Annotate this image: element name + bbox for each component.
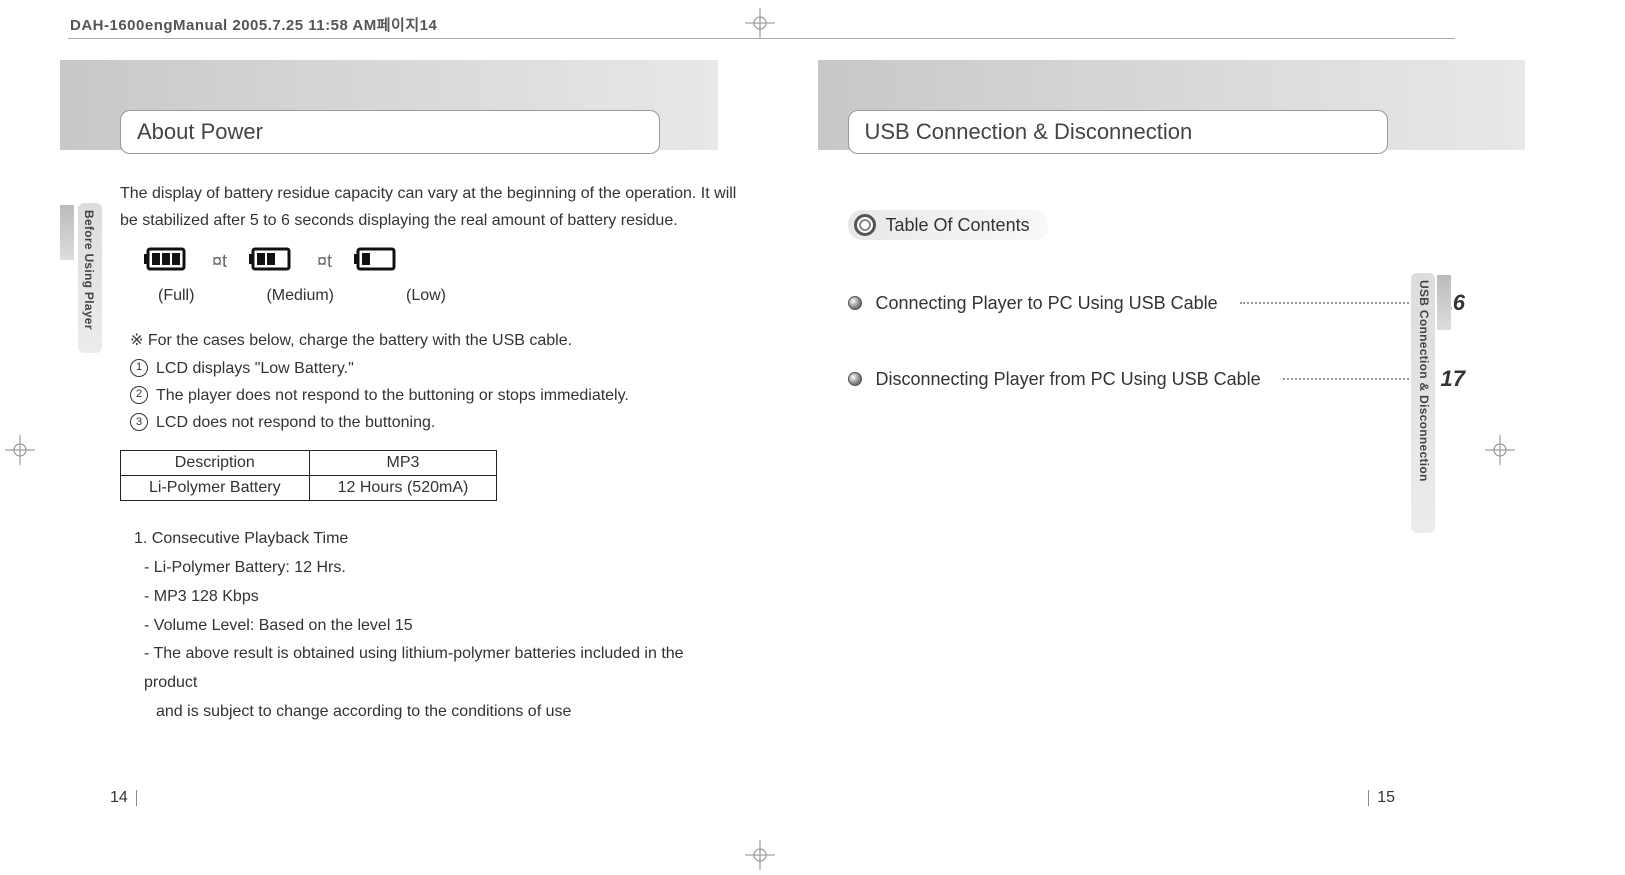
toc-item-1: Connecting Player to PC Using USB Cable … (848, 290, 1466, 316)
spec-r2: 12 Hours (520mA) (309, 476, 497, 501)
toc-heading: Table Of Contents (848, 210, 1048, 240)
battery-full-icon (144, 246, 190, 277)
toc-ring-icon (854, 214, 876, 236)
side-accent-left (60, 205, 74, 260)
spec-h2: MP3 (309, 451, 497, 476)
battery-icons-row: ¤t ¤t (144, 246, 738, 277)
toc-item-2: Disconnecting Player from PC Using USB C… (848, 366, 1466, 392)
page-spread: Before Using Player About Power The disp… (60, 60, 1525, 815)
circled-3-icon: 3 (130, 413, 148, 431)
playback-title: 1. Consecutive Playback Time (134, 525, 738, 554)
side-label-right: USB Connection & Disconnection (1417, 280, 1431, 482)
bullet-icon (848, 296, 862, 310)
toc-item-1-text: Connecting Player to PC Using USB Cable (876, 293, 1218, 314)
intro-line-1: The display of battery residue capacity … (120, 185, 736, 202)
label-medium: (Medium) (266, 287, 334, 305)
label-low: (Low) (406, 287, 446, 305)
intro-line-2: be stabilized after 5 to 6 seconds displ… (120, 212, 678, 229)
arrow-sep-2-icon: ¤t (317, 251, 332, 272)
playback-4: - The above result is obtained using lit… (144, 640, 738, 698)
section-title-right: USB Connection & Disconnection (848, 110, 1388, 154)
playback-4b: and is subject to change according to th… (156, 698, 738, 727)
playback-1: - Li-Polymer Battery: 12 Hrs. (144, 554, 738, 583)
side-accent-right (1437, 275, 1451, 330)
playback-block: 1. Consecutive Playback Time - Li-Polyme… (134, 525, 738, 727)
charge-note-lead: ※ For the cases below, charge the batter… (130, 327, 738, 354)
spec-h1: Description (121, 451, 310, 476)
toc-item-2-text: Disconnecting Player from PC Using USB C… (876, 369, 1261, 390)
bullet-icon (848, 372, 862, 386)
leader-dots (1240, 302, 1413, 304)
page-number-15: 15 (1368, 789, 1395, 807)
leader-dots (1283, 378, 1413, 380)
playback-3: - Volume Level: Based on the level 15 (144, 612, 738, 641)
page-number-14: 14 (110, 789, 137, 807)
charge-notes: ※ For the cases below, charge the batter… (130, 327, 738, 436)
print-header: DAH-1600engManual 2005.7.25 11:58 AM페이지1… (70, 14, 437, 35)
page-15: USB Connection & Disconnection USB Conne… (788, 60, 1526, 815)
table-row: Li-Polymer Battery 12 Hours (520mA) (121, 476, 497, 501)
page-14: Before Using Player About Power The disp… (60, 60, 788, 815)
toc-label: Table Of Contents (886, 215, 1030, 236)
intro-text: The display of battery residue capacity … (120, 180, 738, 234)
side-label-left: Before Using Player (82, 210, 96, 330)
arrow-sep-1-icon: ¤t (212, 251, 227, 272)
battery-low-icon (354, 246, 400, 277)
crop-mark-left-icon (5, 435, 35, 465)
crop-mark-bottom-icon (745, 840, 775, 870)
circled-1-icon: 1 (130, 359, 148, 377)
table-row: Description MP3 (121, 451, 497, 476)
section-title-left: About Power (120, 110, 660, 154)
battery-medium-icon (249, 246, 295, 277)
header-rule (68, 38, 1455, 39)
playback-2: - MP3 128 Kbps (144, 583, 738, 612)
spec-table: Description MP3 Li-Polymer Battery 12 Ho… (120, 450, 497, 501)
label-full: (Full) (158, 287, 194, 305)
battery-labels-row: (Full) (Medium) (Low) (158, 287, 738, 305)
charge-note-1: LCD displays "Low Battery." (156, 355, 354, 382)
spec-r1: Li-Polymer Battery (121, 476, 310, 501)
circled-2-icon: 2 (130, 386, 148, 404)
crop-mark-top-icon (745, 8, 775, 38)
charge-note-2: The player does not respond to the butto… (156, 382, 629, 409)
toc-item-2-page: 17 (1435, 366, 1465, 392)
charge-note-3: LCD does not respond to the buttoning. (156, 409, 435, 436)
